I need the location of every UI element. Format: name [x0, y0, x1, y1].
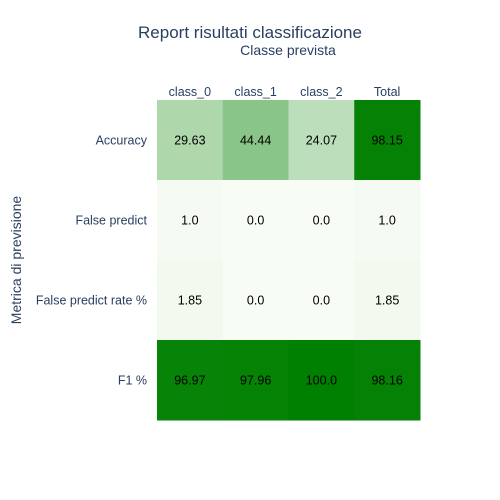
heatmap-cell-false-predict-class-2	[288, 180, 355, 261]
cell-label: 0.0	[247, 294, 264, 308]
heatmap-cell-accuracy-class-1	[222, 100, 289, 181]
heatmap-cell-accuracy-class-2	[288, 100, 355, 181]
cell-label: 100.0	[306, 374, 337, 388]
heatmap-cell-accuracy-class-0	[157, 100, 224, 181]
heatmap-cell-f1-total	[354, 340, 421, 421]
cell-label: 97.96	[240, 374, 271, 388]
heatmap-cell-f1-class-1	[222, 340, 289, 421]
y-tick-label: False predict	[75, 214, 147, 228]
cell-label: 24.07	[306, 134, 337, 148]
x-tick-label: class_2	[300, 85, 342, 99]
heatmap-cell-f1-class-0	[157, 340, 224, 421]
heatmap-cell-accuracy-total	[354, 100, 421, 181]
heatmap-cell-labels: 29.63 44.44 24.07 98.15 1.0 0.0 0.0 1.0 1.85 0.0 0…	[174, 134, 403, 388]
cell-label: 96.97	[174, 374, 205, 388]
x-tick-label: Total	[374, 85, 400, 99]
cell-label: 0.0	[247, 214, 264, 228]
x-tick-label: class_0	[169, 85, 211, 99]
heatmap-cell-false-predict-total	[354, 180, 421, 261]
heatmap-cell-false-predict-rate-class-0	[157, 260, 224, 341]
cell-label: 44.44	[240, 134, 271, 148]
y-tick-label: Accuracy	[96, 134, 148, 148]
heatmap-cell-f1-class-2	[288, 340, 355, 421]
cell-label: 1.85	[178, 294, 202, 308]
cell-label: 0.0	[313, 214, 330, 228]
y-axis-tick-labels: Accuracy False predict False predict rate …	[36, 134, 148, 388]
y-axis-title: Metrica di previsione	[8, 196, 24, 325]
cell-label: 0.0	[313, 294, 330, 308]
y-tick-label: False predict rate %	[36, 294, 147, 308]
cell-label: 29.63	[174, 134, 205, 148]
cell-label: 1.0	[378, 214, 395, 228]
chart-title: Report risultati classificazione	[138, 23, 362, 42]
x-axis-title: Classe prevista	[240, 42, 336, 58]
x-tick-label: class_1	[234, 85, 276, 99]
heatmap-cells	[157, 100, 421, 421]
cell-label: 1.0	[181, 214, 198, 228]
y-tick-label: F1 %	[118, 374, 147, 388]
cell-label: 98.15	[371, 134, 402, 148]
x-axis-tick-labels: class_0 class_1 class_2 Total	[169, 85, 401, 99]
cell-label: 1.85	[375, 294, 399, 308]
heatmap-cell-false-predict-class-0	[157, 180, 224, 261]
heatmap-cell-false-predict-class-1	[222, 180, 289, 261]
heatmap-cell-false-predict-rate-class-1	[222, 260, 289, 341]
heatmap-cell-false-predict-rate-total	[354, 260, 421, 341]
cell-label: 98.16	[371, 374, 402, 388]
heatmap-cell-false-predict-rate-class-2	[288, 260, 355, 341]
